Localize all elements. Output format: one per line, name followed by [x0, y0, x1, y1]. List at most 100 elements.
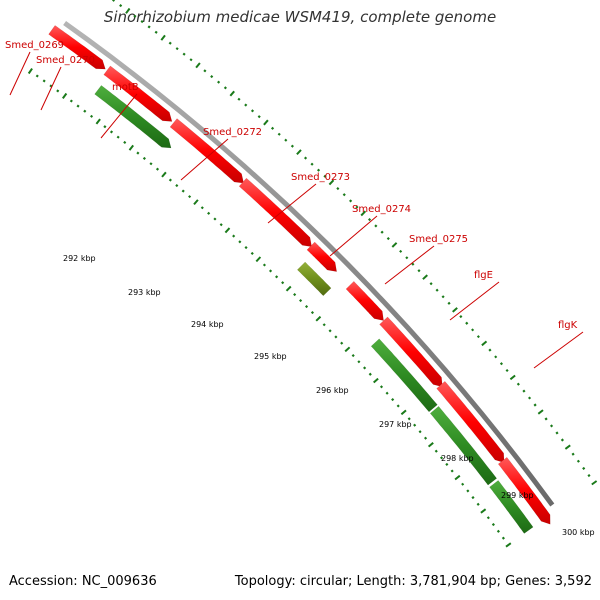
- kbp-label: 296 kbp: [316, 386, 349, 395]
- inner-tick: [270, 126, 275, 130]
- inner-tick: [229, 90, 235, 97]
- kbp-label: 293 kbp: [128, 288, 161, 297]
- inner-tick: [119, 4, 123, 8]
- inner-tick: [386, 236, 390, 241]
- outer-tick: [413, 423, 417, 427]
- outer-tick: [299, 298, 303, 303]
- genome-backbone: [63, 20, 555, 507]
- leader-line: [9, 51, 31, 96]
- inner-tick: [257, 115, 261, 119]
- inner-tick: [360, 210, 367, 217]
- inner-tick: [112, 0, 116, 2]
- inner-tick: [576, 459, 580, 463]
- outer-tick: [175, 184, 179, 188]
- gene-label-smed-0272: Smed_0272: [203, 127, 262, 138]
- outer-tick: [35, 74, 39, 78]
- outer-tick: [83, 109, 87, 113]
- cds-reverse-end: [497, 456, 551, 525]
- outer-tick: [168, 178, 172, 182]
- cds-smed-0274: [296, 261, 332, 297]
- inner-tick: [509, 374, 516, 381]
- inner-tick: [587, 474, 591, 478]
- inner-tick: [217, 80, 221, 84]
- inner-tick: [447, 301, 451, 305]
- outer-tick: [155, 167, 160, 171]
- outer-tick: [450, 469, 454, 473]
- outer-tick: [109, 130, 114, 134]
- outer-tick: [304, 305, 309, 309]
- outer-tick: [238, 240, 242, 244]
- gene-label-smed-0275: Smed_0275: [409, 234, 468, 245]
- inner-tick: [277, 132, 281, 136]
- inner-tick: [237, 97, 241, 101]
- inner-tick: [452, 307, 458, 313]
- outer-tick: [244, 246, 248, 250]
- inner-tick: [405, 256, 409, 260]
- inner-tick: [284, 138, 288, 142]
- inner-tick: [250, 109, 255, 113]
- inner-tick: [528, 396, 532, 400]
- outer-tick: [471, 496, 475, 500]
- inner-tick: [290, 144, 294, 148]
- inner-tick-ring: [112, 0, 598, 486]
- kbp-label: 298 kbp: [441, 454, 474, 463]
- outer-tick: [69, 99, 73, 103]
- cds-flge-region: [379, 316, 443, 388]
- inner-tick: [591, 480, 598, 486]
- outer-tick: [396, 404, 400, 408]
- genome-summary: Topology: circular; Length: 3,781,904 bp…: [234, 574, 592, 589]
- inner-tick: [342, 193, 346, 197]
- cds-forward-end: [489, 480, 534, 534]
- kbp-label: 295 kbp: [254, 352, 287, 361]
- outer-tick: [427, 442, 434, 448]
- outer-tick: [454, 474, 461, 481]
- gene-label-motb: motB: [112, 82, 139, 93]
- inner-tick: [303, 156, 308, 160]
- inner-tick: [168, 41, 172, 45]
- outer-tick: [27, 68, 33, 75]
- inner-tick: [310, 162, 314, 166]
- inner-tick: [476, 335, 480, 339]
- inner-tick: [435, 288, 439, 292]
- inner-tick: [499, 362, 503, 366]
- gene-label-flge: flgE: [474, 270, 493, 281]
- inner-tick: [367, 218, 372, 222]
- outer-tick: [440, 456, 444, 460]
- forward-strand-track: [94, 85, 534, 534]
- leader-line: [267, 183, 317, 224]
- outer-tick: [128, 144, 134, 151]
- inner-tick: [374, 224, 378, 228]
- outer-tick: [42, 79, 46, 83]
- inner-tick: [203, 69, 207, 73]
- inner-tick: [182, 52, 186, 56]
- outer-tick: [400, 409, 407, 416]
- outer-tick: [136, 151, 140, 155]
- outer-tick: [76, 104, 80, 108]
- outer-tick: [56, 89, 60, 93]
- outer-tick: [49, 84, 53, 88]
- outer-tick: [95, 118, 101, 125]
- outer-tick: [142, 156, 146, 160]
- outer-tick: [250, 251, 254, 255]
- outer-tick: [200, 206, 204, 210]
- outer-tick: [255, 256, 262, 263]
- gene-label-smed-0273: Smed_0273: [291, 172, 350, 183]
- gene-label-smed-0274: Smed_0274: [352, 204, 411, 215]
- outer-tick: [476, 502, 480, 506]
- outer-tick: [281, 281, 285, 285]
- outer-tick: [219, 223, 223, 227]
- inner-tick: [349, 199, 353, 203]
- inner-tick: [175, 47, 179, 51]
- outer-tick: [340, 341, 344, 345]
- inner-tick: [582, 466, 586, 470]
- cds-flgk: [429, 405, 498, 486]
- inner-tick: [505, 368, 509, 373]
- outer-tick: [188, 195, 192, 199]
- gene-label-smed-0270: Smed_0270: [36, 55, 95, 66]
- kbp-label: 300 kbp: [562, 528, 595, 537]
- kbp-label: 299 kbp: [501, 491, 534, 500]
- inner-tick: [210, 75, 214, 79]
- inner-tick: [296, 149, 302, 155]
- outer-tick: [391, 397, 395, 402]
- inner-tick: [537, 409, 544, 415]
